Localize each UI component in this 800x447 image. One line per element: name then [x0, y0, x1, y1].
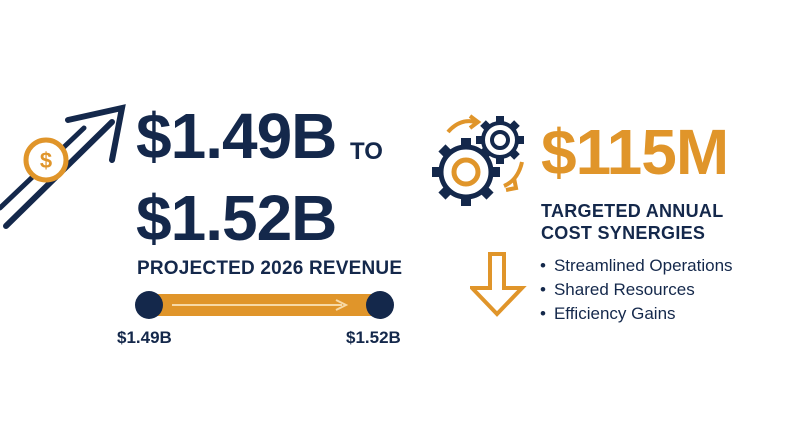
synergy-value: $115M	[541, 116, 729, 188]
range-end-dot	[366, 291, 394, 319]
synergy-caption-line1: TARGETED ANNUAL	[541, 201, 724, 221]
dollar-growth-arrow-icon: $	[0, 104, 126, 229]
synergy-caption: TARGETED ANNUAL COST SYNERGIES	[541, 200, 724, 244]
arrow-down-icon	[470, 252, 527, 317]
revenue-connector: TO	[350, 138, 383, 165]
list-item: Streamlined Operations	[540, 254, 733, 278]
revenue-range-bar	[135, 291, 394, 319]
range-start-dot	[135, 291, 163, 319]
synergy-caption-line2: COST SYNERGIES	[541, 223, 706, 243]
synergy-bullet-list: Streamlined Operations Shared Resources …	[540, 254, 733, 326]
svg-text:$: $	[40, 148, 52, 173]
gears-icon	[432, 114, 524, 206]
list-item: Efficiency Gains	[540, 302, 733, 326]
range-start-label: $1.49B	[117, 328, 172, 347]
revenue-low-value: $1.49B	[136, 100, 337, 172]
revenue-caption: PROJECTED 2026 REVENUE	[137, 258, 403, 279]
revenue-high-value: $1.52B	[136, 182, 337, 254]
range-end-label: $1.52B	[346, 328, 401, 347]
list-item: Shared Resources	[540, 278, 733, 302]
